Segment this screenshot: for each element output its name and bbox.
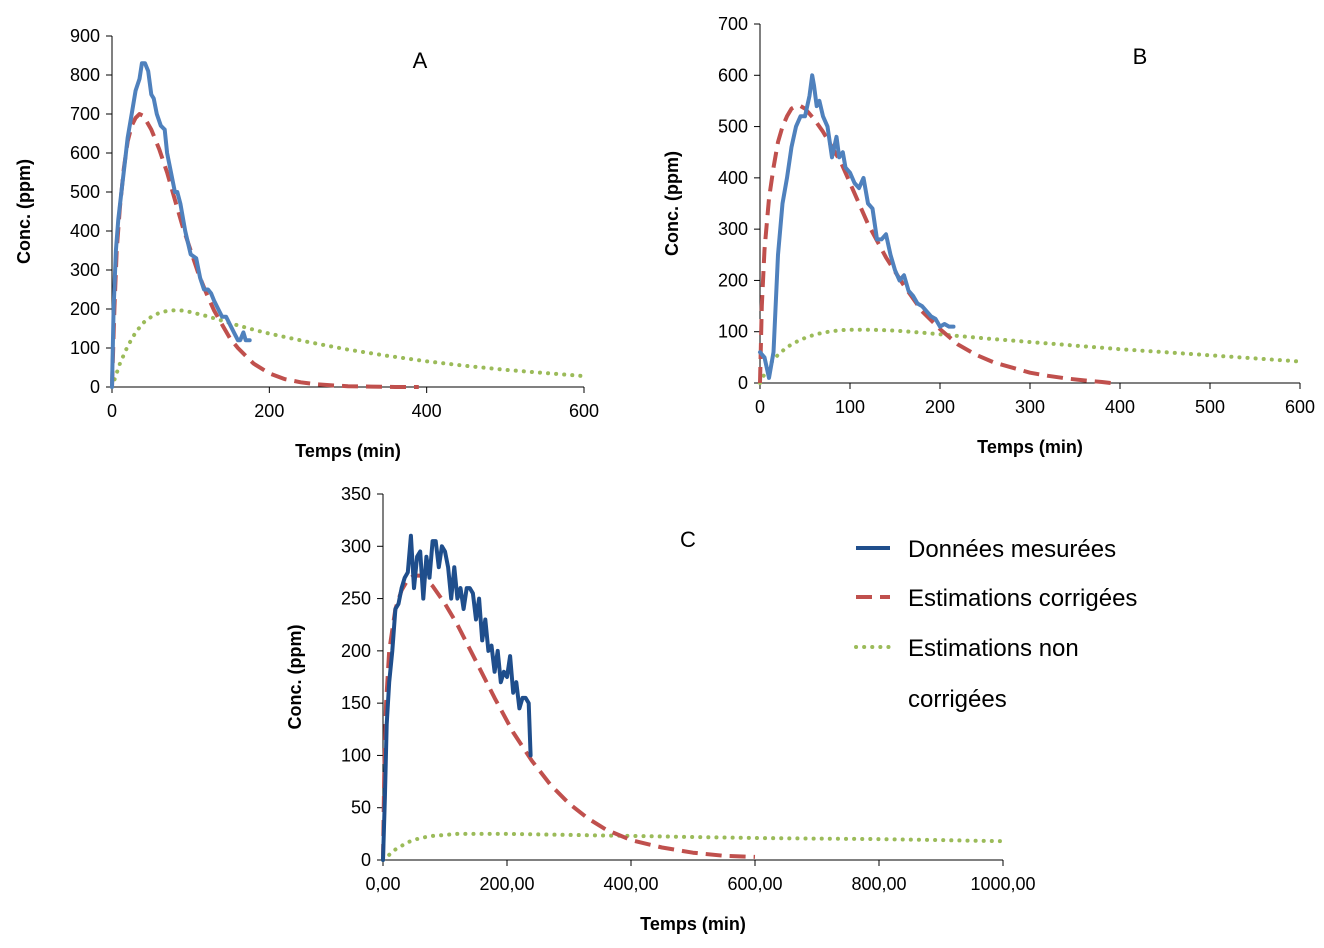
- x-tick-label: 1000,00: [970, 874, 1035, 894]
- y-axis-title: Conc. (ppm): [14, 159, 34, 264]
- x-tick-label: 600: [569, 401, 599, 421]
- y-tick-label: 900: [70, 26, 100, 46]
- series-line-uncorrected: [381, 831, 1005, 862]
- x-tick-label: 400: [1105, 397, 1135, 417]
- legend-label-uncorrected: corrigées: [908, 686, 1007, 713]
- legend-label-measured: Données mesurées: [908, 536, 1116, 563]
- y-tick-label: 300: [70, 260, 100, 280]
- y-tick-label: 300: [341, 536, 371, 556]
- panel-label: A: [413, 48, 428, 73]
- series-line-corrected: [758, 104, 1112, 385]
- y-axis-title: Conc. (ppm): [662, 151, 682, 256]
- panel-label: C: [680, 527, 696, 552]
- y-tick-label: 150: [341, 693, 371, 713]
- y-tick-label: 700: [70, 104, 100, 124]
- chart-panel-a: 0 100 200 300 400 500 600 700 800 900 0 200 400 600 Te…: [14, 26, 599, 461]
- y-tick-label: 400: [718, 168, 748, 188]
- x-tick-label: 200: [925, 397, 955, 417]
- x-tick-label: 0,00: [365, 874, 400, 894]
- x-tick-label: 200: [254, 401, 284, 421]
- y-tick-label: 100: [718, 322, 748, 342]
- x-tick-label: 600: [1285, 397, 1315, 417]
- x-axis-title: Temps (min): [295, 441, 401, 461]
- y-tick-label: 0: [90, 377, 100, 397]
- series-line-measured-dark: [381, 533, 533, 862]
- y-tick-label: 600: [70, 143, 100, 163]
- y-tick-label: 200: [70, 299, 100, 319]
- y-tick-label: 400: [70, 221, 100, 241]
- y-tick-label: 700: [718, 14, 748, 34]
- series-line-measured: [110, 61, 252, 389]
- y-tick-label: 600: [718, 65, 748, 85]
- x-tick-label: 0: [755, 397, 765, 417]
- series-line-corrected: [381, 573, 756, 861]
- y-tick-label: 200: [718, 270, 748, 290]
- panel-label: B: [1133, 44, 1148, 69]
- y-tick-label: 500: [70, 182, 100, 202]
- series-line-uncorrected: [758, 327, 1302, 385]
- chart-panel-c: 0 50 100 150 200 250 300 350 0,00 200,00 400,00 600…: [285, 484, 1036, 934]
- series-line-uncorrected: [110, 308, 586, 389]
- legend-label-uncorrected: Estimations non: [908, 635, 1079, 662]
- x-axis-title: Temps (min): [640, 914, 746, 934]
- x-tick-label: 500: [1195, 397, 1225, 417]
- y-axis-title: Conc. (ppm): [285, 625, 305, 730]
- y-tick-label: 300: [718, 219, 748, 239]
- legend: Données mesurées Estimations corrigées Est…: [854, 536, 1137, 713]
- y-tick-label: 0: [361, 850, 371, 870]
- y-tick-label: 0: [738, 373, 748, 393]
- y-tick-label: 350: [341, 484, 371, 504]
- x-tick-label: 300: [1015, 397, 1045, 417]
- x-tick-label: 800,00: [851, 874, 906, 894]
- x-tick-label: 400: [412, 401, 442, 421]
- series-line-measured: [758, 73, 956, 380]
- x-tick-label: 600,00: [727, 874, 782, 894]
- y-tick-label: 500: [718, 117, 748, 137]
- y-tick-label: 250: [341, 589, 371, 609]
- x-tick-label: 400,00: [603, 874, 658, 894]
- legend-label-corrected: Estimations corrigées: [908, 585, 1137, 612]
- y-tick-label: 200: [341, 641, 371, 661]
- y-tick-label: 800: [70, 65, 100, 85]
- x-axis-title: Temps (min): [977, 437, 1083, 457]
- series-line-corrected: [110, 112, 419, 389]
- x-tick-label: 100: [835, 397, 865, 417]
- x-tick-label: 200,00: [479, 874, 534, 894]
- y-tick-label: 100: [70, 338, 100, 358]
- y-tick-label: 100: [341, 745, 371, 765]
- y-tick-label: 50: [351, 798, 371, 818]
- chart-panel-b: 0 100 200 300 400 500 600 700 0 100 200 300 400 500 60…: [662, 14, 1315, 457]
- x-tick-label: 0: [107, 401, 117, 421]
